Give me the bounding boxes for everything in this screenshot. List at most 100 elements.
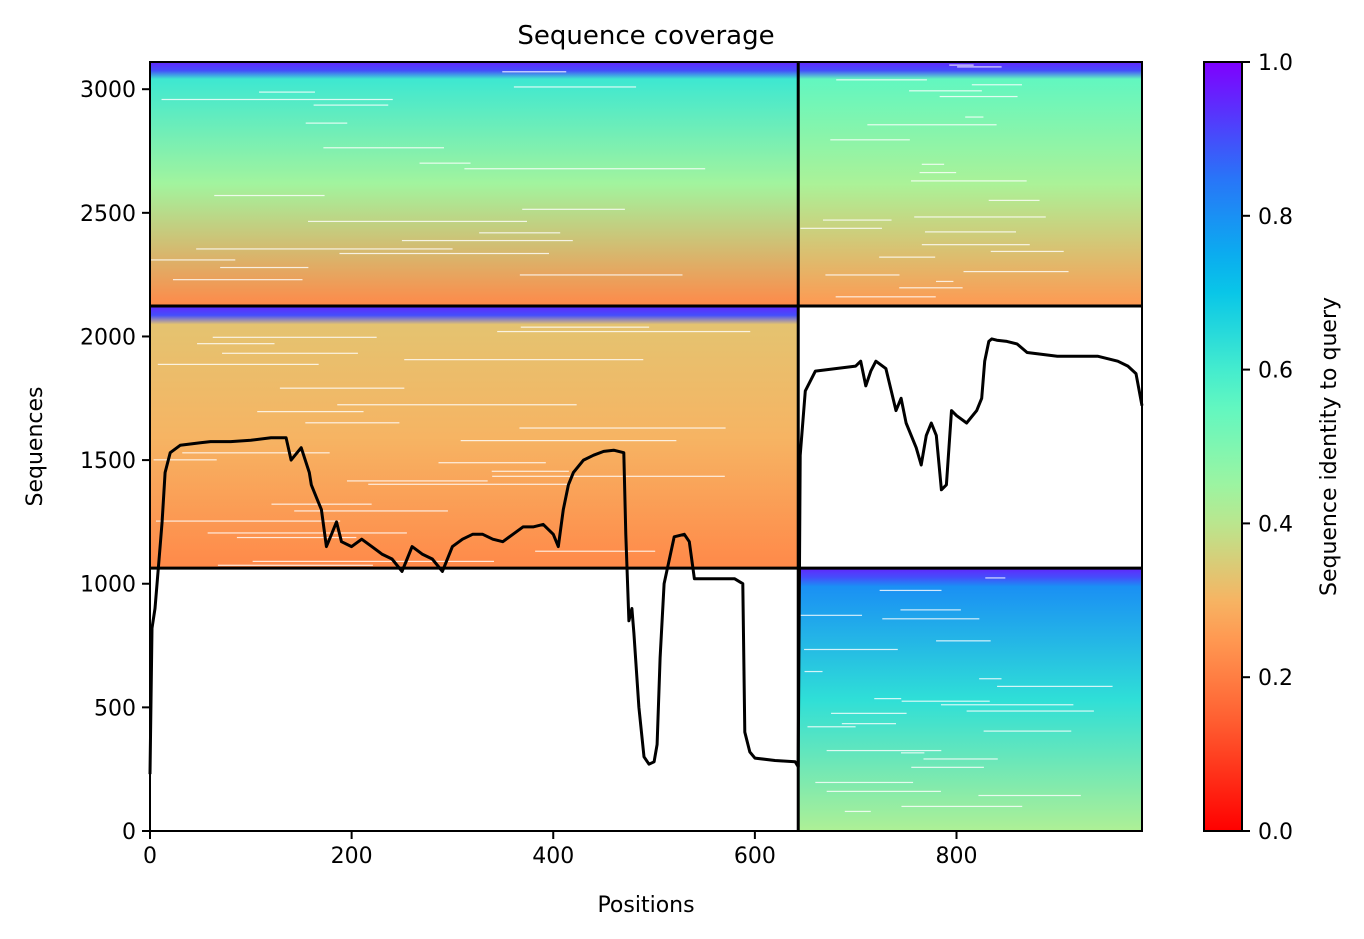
- coverage-gap: [337, 404, 577, 406]
- coverage-gap: [978, 794, 1081, 797]
- coverage-gap: [901, 700, 990, 702]
- y-tick-label: 2500: [80, 202, 136, 227]
- coverage-gap: [479, 232, 561, 234]
- y-tick-label: 1000: [80, 573, 136, 598]
- coverage-gap: [271, 503, 372, 505]
- coverage-gap: [800, 227, 882, 229]
- coverage-gap: [924, 231, 1016, 233]
- coverage-gap: [419, 162, 471, 164]
- coverage-gap: [294, 510, 448, 512]
- coverage-gap: [879, 589, 942, 592]
- y-tick-label: 2000: [80, 325, 136, 350]
- coverage-gap: [197, 343, 275, 345]
- coverage-gap: [257, 411, 364, 413]
- coverage-gap: [150, 259, 236, 261]
- coverage-gap: [212, 336, 377, 338]
- coverage-gap: [867, 124, 997, 126]
- coverage-gap: [990, 250, 1064, 253]
- coverage-gap: [835, 296, 936, 298]
- colorbar-tick-label: 1.0: [1258, 51, 1293, 76]
- coverage-gap: [949, 64, 974, 66]
- coverage-gap: [822, 219, 892, 221]
- coverage-gap: [923, 758, 998, 760]
- coverage-gap: [157, 363, 319, 365]
- coverage-gap: [305, 122, 348, 124]
- coverage-gap: [520, 326, 650, 328]
- coverage-gap: [259, 91, 315, 93]
- coverage-gap: [182, 452, 330, 454]
- coverage-gap: [222, 352, 358, 354]
- coverage-block: [798, 62, 1142, 307]
- coverage-gap: [535, 550, 656, 552]
- coverage-block: [798, 568, 1142, 831]
- coverage-gap: [172, 279, 303, 281]
- coverage-gap: [308, 220, 527, 223]
- colorbar: 0.0 0.2 0.4 0.6 0.8 1.0: [1203, 51, 1293, 845]
- coverage-gap: [502, 71, 567, 73]
- y-tick-label: 0: [122, 820, 136, 845]
- coverage-gap: [919, 171, 957, 174]
- coverage-gap: [971, 84, 1022, 86]
- colorbar-tick-label: 0.2: [1258, 666, 1293, 691]
- coverage-gap: [879, 256, 936, 258]
- coverage-gap: [368, 483, 571, 485]
- colorbar-tick-label: 0.0: [1258, 820, 1293, 845]
- coverage-gap: [900, 609, 961, 611]
- coverage-gap: [983, 730, 1072, 732]
- coverage-gap: [831, 712, 907, 714]
- coverage-gap: [830, 139, 910, 141]
- x-axis-ticks: 0 200 400 600 800: [143, 831, 978, 869]
- colorbar-tick-label: 0.6: [1258, 359, 1293, 384]
- y-tick-label: 1500: [80, 449, 136, 474]
- coverage-line: [148, 337, 1144, 775]
- coverage-gap: [305, 422, 400, 424]
- coverage-gap: [921, 163, 945, 165]
- coverage-gap: [965, 116, 984, 118]
- coverage-gap: [207, 532, 407, 534]
- coverage-gap: [874, 698, 902, 700]
- coverage-gap: [339, 252, 549, 255]
- coverage-gap: [236, 536, 357, 539]
- coverage-gap: [522, 208, 625, 210]
- coverage-gap: [825, 274, 900, 276]
- coverage-gap: [220, 266, 309, 269]
- coverage-line-layer: [148, 337, 1144, 775]
- coverage-gap: [935, 280, 954, 283]
- coverage-gap: [323, 147, 445, 149]
- coverage-gap: [911, 180, 1027, 182]
- colorbar-tick-label: 0.8: [1258, 205, 1293, 230]
- coverage-gap: [966, 710, 1094, 712]
- coverage-gap: [988, 199, 1040, 201]
- coverage-block: [150, 62, 799, 307]
- coverage-gap: [460, 440, 677, 442]
- chart-title: Sequence coverage: [517, 21, 774, 51]
- x-tick-label: 200: [331, 844, 373, 869]
- coverage-gap: [914, 216, 1046, 218]
- coverage-gap: [513, 86, 637, 88]
- coverage-blocks: [150, 62, 1142, 831]
- colorbar-label: Sequence identity to query: [1317, 297, 1342, 596]
- coverage-gap: [519, 274, 683, 276]
- coverage-gap: [313, 104, 389, 106]
- coverage-gap: [491, 470, 569, 472]
- coverage-gap: [957, 66, 1002, 68]
- coverage-gap: [404, 359, 644, 361]
- coverage-gap: [804, 648, 898, 651]
- x-tick-label: 800: [936, 844, 978, 869]
- coverage-gap: [911, 766, 984, 768]
- y-axis-label: Sequences: [23, 387, 48, 507]
- x-tick-label: 0: [143, 844, 157, 869]
- coverage-gap: [899, 287, 963, 289]
- coverage-gap: [882, 618, 980, 620]
- coverage-gap: [939, 95, 1018, 98]
- coverage-gap: [936, 640, 991, 642]
- plot-frame: [149, 61, 1143, 832]
- coverage-gap: [826, 790, 941, 792]
- coverage-gap: [155, 520, 341, 522]
- coverage-gap: [438, 462, 546, 464]
- x-tick-label: 600: [734, 844, 776, 869]
- coverage-block: [150, 306, 799, 569]
- coverage-gap: [963, 270, 1069, 273]
- coverage-gap: [196, 248, 453, 250]
- coverage-gap: [826, 749, 942, 752]
